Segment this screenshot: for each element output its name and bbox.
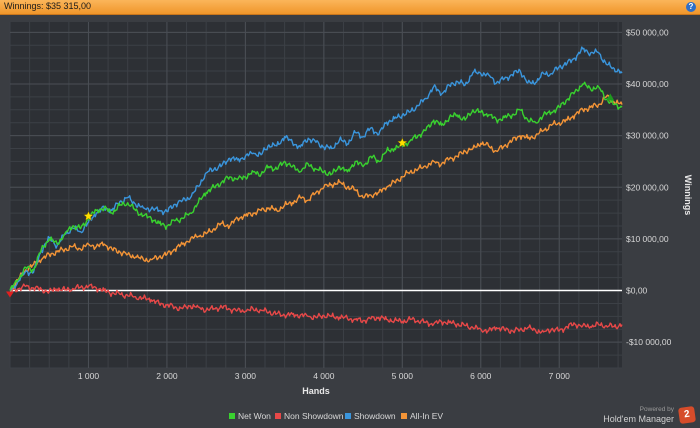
x-tick-label: 4 000	[313, 371, 335, 381]
x-tick-label: 6 000	[470, 371, 492, 381]
y-tick-label: $50 000,00	[626, 27, 669, 37]
legend-label: All-In EV	[410, 411, 444, 421]
legend-label: Net Won	[238, 411, 271, 421]
help-icon[interactable]: ?	[686, 2, 696, 12]
min-marker-icon	[6, 291, 14, 298]
series-line-showdown	[9, 46, 623, 291]
legend-swatch	[345, 413, 351, 419]
legend: Net Won Non Showdown Showdown All-In EV	[0, 411, 700, 425]
x-tick-label: 2 000	[156, 371, 178, 381]
y-tick-label: $10 000,00	[626, 234, 669, 244]
legend-item-net-won[interactable]: Net Won	[229, 411, 271, 421]
y-tick-label: $20 000,00	[626, 182, 669, 192]
y-tick-label: $0,00	[626, 286, 648, 296]
y-tick-label: -$10 000,00	[626, 337, 672, 347]
winnings-title: Winnings: $35 315,00	[4, 1, 92, 11]
x-tick-label: 3 000	[235, 371, 257, 381]
legend-item-all-in-ev[interactable]: All-In EV	[401, 411, 443, 421]
y-tick-label: $30 000,00	[626, 131, 669, 141]
x-axis-label: Hands	[302, 386, 330, 396]
series-line-non-showdown	[9, 283, 623, 334]
brand-name: Hold'em Manager	[603, 414, 674, 424]
legend-label: Non Showdown	[284, 411, 344, 421]
legend-label: Showdown	[354, 411, 396, 421]
series-line-all-in-ev	[9, 94, 623, 292]
y-tick-label: $40 000,00	[626, 79, 669, 89]
series-line-net-won	[9, 81, 623, 291]
star-marker-icon	[83, 210, 94, 221]
max-marker-icon	[606, 93, 615, 101]
star-marker-icon	[397, 137, 408, 148]
x-tick-label: 5 000	[392, 371, 414, 381]
y-axis-label: Winnings	[683, 175, 693, 215]
legend-item-showdown[interactable]: Showdown	[345, 411, 396, 421]
hm2-logo-icon: 2	[677, 405, 697, 425]
legend-swatch	[401, 413, 407, 419]
legend-item-non-showdown[interactable]: Non Showdown	[275, 411, 344, 421]
x-tick-label: 1 000	[78, 371, 100, 381]
title-bar: Winnings: $35 315,00 ?	[0, 0, 700, 15]
legend-swatch	[275, 413, 281, 419]
legend-swatch	[229, 413, 235, 419]
x-tick-label: 7 000	[549, 371, 571, 381]
powered-by: Powered by	[639, 406, 674, 413]
